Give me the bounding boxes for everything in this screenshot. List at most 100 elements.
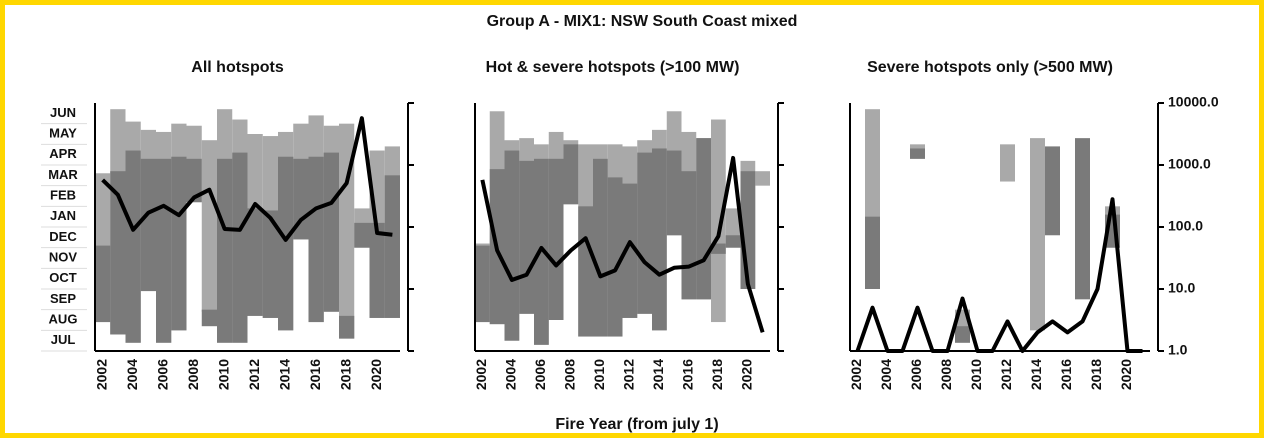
count-line: [855, 197, 1143, 353]
panel-title: Severe hotspots only (>500 MW): [867, 59, 1113, 76]
range-bar: [1045, 146, 1060, 236]
x-tick-label: 2014: [650, 359, 666, 390]
y2-tick-label: 10.0: [1168, 280, 1195, 296]
range-bar: [125, 150, 141, 343]
x-tick-label: 2002: [848, 359, 864, 390]
range-bar: [519, 160, 534, 314]
range-bar: [354, 222, 370, 248]
chart: Group A - MIX1: NSW South Coast mixed Fi…: [41, 13, 1219, 433]
range-bar: [339, 315, 355, 339]
range-bar: [339, 123, 355, 339]
y-tick-label: OCT: [49, 270, 77, 285]
y-tick-label: SEP: [50, 291, 76, 306]
x-tick-label: 2016: [1058, 359, 1074, 390]
y-tick-label: AUG: [49, 311, 78, 326]
x-tick-label: 2010: [215, 359, 231, 390]
range-bar: [711, 119, 726, 323]
x-tick-label: 2020: [739, 359, 755, 390]
range-bar: [666, 150, 682, 236]
x-tick-label: 2008: [938, 359, 954, 390]
range-bar: [308, 156, 324, 323]
y-tick-label: JAN: [50, 208, 76, 223]
y2-tick-label: 100.0: [1168, 218, 1203, 234]
x-tick-label: 2014: [276, 359, 292, 390]
x-tick-label: 2002: [473, 359, 489, 390]
x-tick-label: 2020: [368, 359, 384, 390]
range-bar: [247, 208, 263, 316]
range-bar: [681, 171, 697, 300]
panel-title: Hot & severe hotspots (>100 MW): [486, 59, 740, 76]
x-tick-label: 2006: [154, 359, 170, 390]
y-tick-label: MAR: [48, 167, 78, 182]
x-tick-label: 2006: [908, 359, 924, 390]
range-bar: [95, 245, 111, 323]
range-bar: [232, 152, 248, 343]
range-bar: [593, 158, 608, 337]
x-tick-label: 2014: [1028, 359, 1044, 390]
x-tick-label: 2018: [1088, 359, 1104, 390]
y2-tick-label: 10000.0: [1168, 94, 1219, 110]
x-tick-label: 2008: [185, 359, 201, 390]
range-bar: [607, 177, 623, 337]
range-bar: [278, 156, 294, 331]
range-bar: [201, 140, 217, 312]
count-line: [480, 155, 765, 333]
range-bar: [171, 156, 187, 331]
panel-title: All hotspots: [191, 59, 284, 76]
x-tick-label: 2004: [878, 359, 894, 390]
x-tick-label: 2020: [1118, 359, 1134, 390]
x-tick-label: 2002: [93, 359, 109, 390]
range-bar: [186, 158, 202, 203]
main-title: Group A - MIX1: NSW South Coast mixed: [487, 13, 798, 30]
range-bar: [865, 216, 880, 289]
range-bar: [201, 309, 217, 327]
range-bar: [696, 138, 711, 300]
range-bar: [910, 148, 925, 159]
x-tick-label: 2016: [680, 359, 696, 390]
range-bar: [563, 144, 579, 205]
range-bar: [711, 243, 726, 254]
range-bar: [262, 210, 278, 318]
range-bar: [504, 150, 520, 341]
y-tick-label: NOV: [49, 249, 78, 264]
x-tick-label: 2012: [246, 359, 262, 390]
y-tick-label: MAY: [49, 125, 77, 140]
range-bar: [578, 206, 593, 337]
range-bar: [755, 171, 770, 186]
x-tick-label: 2018: [337, 359, 353, 390]
range-bar: [725, 235, 741, 248]
range-bar: [622, 183, 638, 318]
range-bar: [217, 158, 233, 343]
y-tick-label: DEC: [49, 229, 77, 244]
x-tick-label: 2004: [503, 359, 519, 390]
x-axis-label: Fire Year (from july 1): [555, 416, 718, 433]
range-bar: [1000, 144, 1015, 182]
y-tick-label: FEB: [50, 187, 76, 202]
range-bar: [652, 148, 667, 331]
range-bar: [475, 245, 490, 323]
range-bar: [384, 175, 400, 318]
x-tick-label: 2004: [124, 359, 140, 390]
range-bar: [323, 152, 339, 312]
range-bar: [369, 222, 385, 318]
y2-tick-label: 1000.0: [1168, 156, 1211, 172]
y-tick-label: JUN: [50, 105, 76, 120]
range-bar: [1075, 138, 1090, 300]
range-bar: [1030, 138, 1045, 331]
x-tick-label: 2016: [307, 359, 323, 390]
x-tick-label: 2010: [591, 359, 607, 390]
range-bar: [156, 158, 172, 343]
range-bar: [955, 326, 970, 343]
count-line: [101, 116, 393, 242]
x-tick-label: 2010: [968, 359, 984, 390]
x-tick-label: 2018: [709, 359, 725, 390]
y2-tick-label: 1.0: [1168, 342, 1188, 358]
x-tick-label: 2006: [532, 359, 548, 390]
y-tick-label: APR: [49, 146, 77, 161]
range-bar: [637, 152, 652, 314]
range-bar: [140, 158, 156, 292]
x-tick-label: 2012: [998, 359, 1014, 390]
x-tick-label: 2008: [562, 359, 578, 390]
y-tick-label: JUL: [51, 332, 76, 347]
